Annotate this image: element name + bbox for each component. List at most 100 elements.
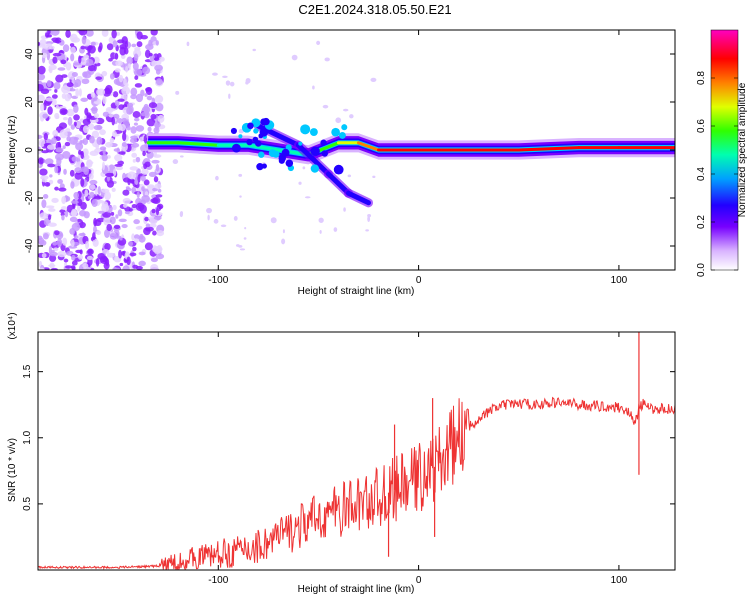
noise-blob	[157, 114, 165, 123]
noise-blob	[144, 161, 151, 168]
noise-blob	[134, 75, 139, 80]
noise-blob	[59, 108, 68, 116]
noise-blob	[97, 88, 106, 96]
noise-blob	[78, 232, 86, 237]
noise-blob	[150, 257, 158, 263]
noise-blob	[91, 130, 100, 139]
noise-blob	[112, 40, 118, 48]
noise-blob	[322, 104, 329, 109]
noise-blob	[41, 52, 48, 59]
noise-blob	[135, 202, 145, 212]
noise-blob	[148, 223, 157, 228]
noise-blob	[155, 68, 161, 75]
noise-blob	[67, 116, 73, 126]
noise-blob	[48, 67, 53, 74]
noise-blob	[64, 141, 71, 147]
noise-blob	[239, 195, 242, 198]
noise-blob	[239, 248, 246, 251]
ridge-blob	[238, 134, 243, 139]
snr-x-label: Height of straight line (km)	[298, 584, 415, 595]
noise-blob	[146, 118, 156, 127]
noise-blob	[110, 37, 115, 42]
noise-blob	[281, 238, 286, 245]
noise-blob	[45, 32, 50, 38]
noise-blob	[138, 235, 146, 243]
noise-blob	[58, 122, 68, 130]
noise-blob	[69, 43, 75, 47]
noise-blob	[38, 237, 45, 245]
noise-blob	[82, 263, 89, 269]
noise-blob	[73, 191, 79, 199]
noise-blob	[131, 233, 135, 241]
noise-blob	[61, 214, 65, 221]
chart-title: C2E1.2024.318.05.50.E21	[298, 2, 452, 17]
ridge-segment	[176, 141, 220, 147]
noise-blob	[111, 116, 115, 126]
noise-blob	[103, 216, 111, 226]
noise-blob	[89, 150, 99, 156]
noise-blob	[128, 208, 133, 212]
noise-blob	[87, 248, 94, 255]
noise-blob	[144, 49, 151, 59]
noise-blob	[62, 237, 68, 246]
noise-blob	[150, 263, 159, 270]
noise-blob	[119, 262, 124, 267]
noise-blob	[126, 125, 131, 131]
noise-blob	[69, 169, 75, 177]
colorbar-tick-label: 0.8	[696, 71, 707, 85]
snr-line	[38, 396, 675, 570]
noise-blob	[94, 219, 102, 227]
noise-blob	[155, 78, 163, 86]
noise-blob	[75, 249, 83, 254]
noise-blob	[110, 211, 115, 216]
noise-blob	[79, 57, 87, 66]
noise-blob	[121, 251, 125, 256]
noise-blob	[132, 158, 136, 163]
noise-blob	[47, 106, 53, 115]
noise-blob	[64, 262, 68, 267]
noise-blob	[130, 135, 138, 140]
noise-blob	[57, 67, 66, 71]
noise-blob	[93, 56, 100, 64]
snr-line-layer	[38, 332, 675, 570]
noise-blob	[42, 113, 49, 119]
noise-blob	[82, 138, 89, 146]
noise-blob	[65, 62, 72, 71]
noise-blob	[75, 88, 80, 98]
noise-blob	[106, 179, 114, 188]
noise-blob	[62, 44, 70, 53]
noise-blob	[92, 238, 99, 247]
noise-blob	[51, 137, 57, 145]
noise-blob	[40, 175, 49, 180]
ridge-blob	[278, 154, 286, 162]
noise-blob	[84, 107, 89, 116]
colorbar-ticks: 0.0 0.2 0.4 0.6 0.8	[696, 71, 738, 277]
noise-blob	[117, 123, 122, 131]
ridge-blob	[262, 117, 270, 126]
noise-blob	[115, 166, 123, 171]
noise-blob	[113, 224, 121, 230]
noise-blob	[93, 196, 103, 200]
noise-blob	[74, 235, 79, 239]
noise-blob	[109, 216, 116, 225]
noise-blob	[104, 242, 111, 251]
ridge-blob	[231, 143, 241, 153]
noise-blob	[96, 199, 105, 204]
noise-blob	[118, 151, 126, 155]
noise-blob	[57, 178, 64, 185]
y-tick-label: -40	[24, 238, 35, 253]
noise-blob	[141, 169, 149, 175]
noise-blob	[318, 217, 324, 223]
noise-blob	[53, 82, 61, 90]
noise-blob	[108, 57, 113, 62]
noise-blob	[74, 172, 83, 180]
noise-blob	[155, 102, 164, 112]
noise-blob	[150, 198, 159, 204]
noise-blob	[133, 53, 139, 62]
noise-blob	[134, 83, 143, 88]
colorbar-tick-label: 0.0	[696, 263, 707, 277]
noise-blob	[238, 245, 243, 248]
noise-blob	[78, 210, 87, 217]
noise-blob	[69, 216, 78, 223]
noise-blob	[180, 211, 184, 216]
